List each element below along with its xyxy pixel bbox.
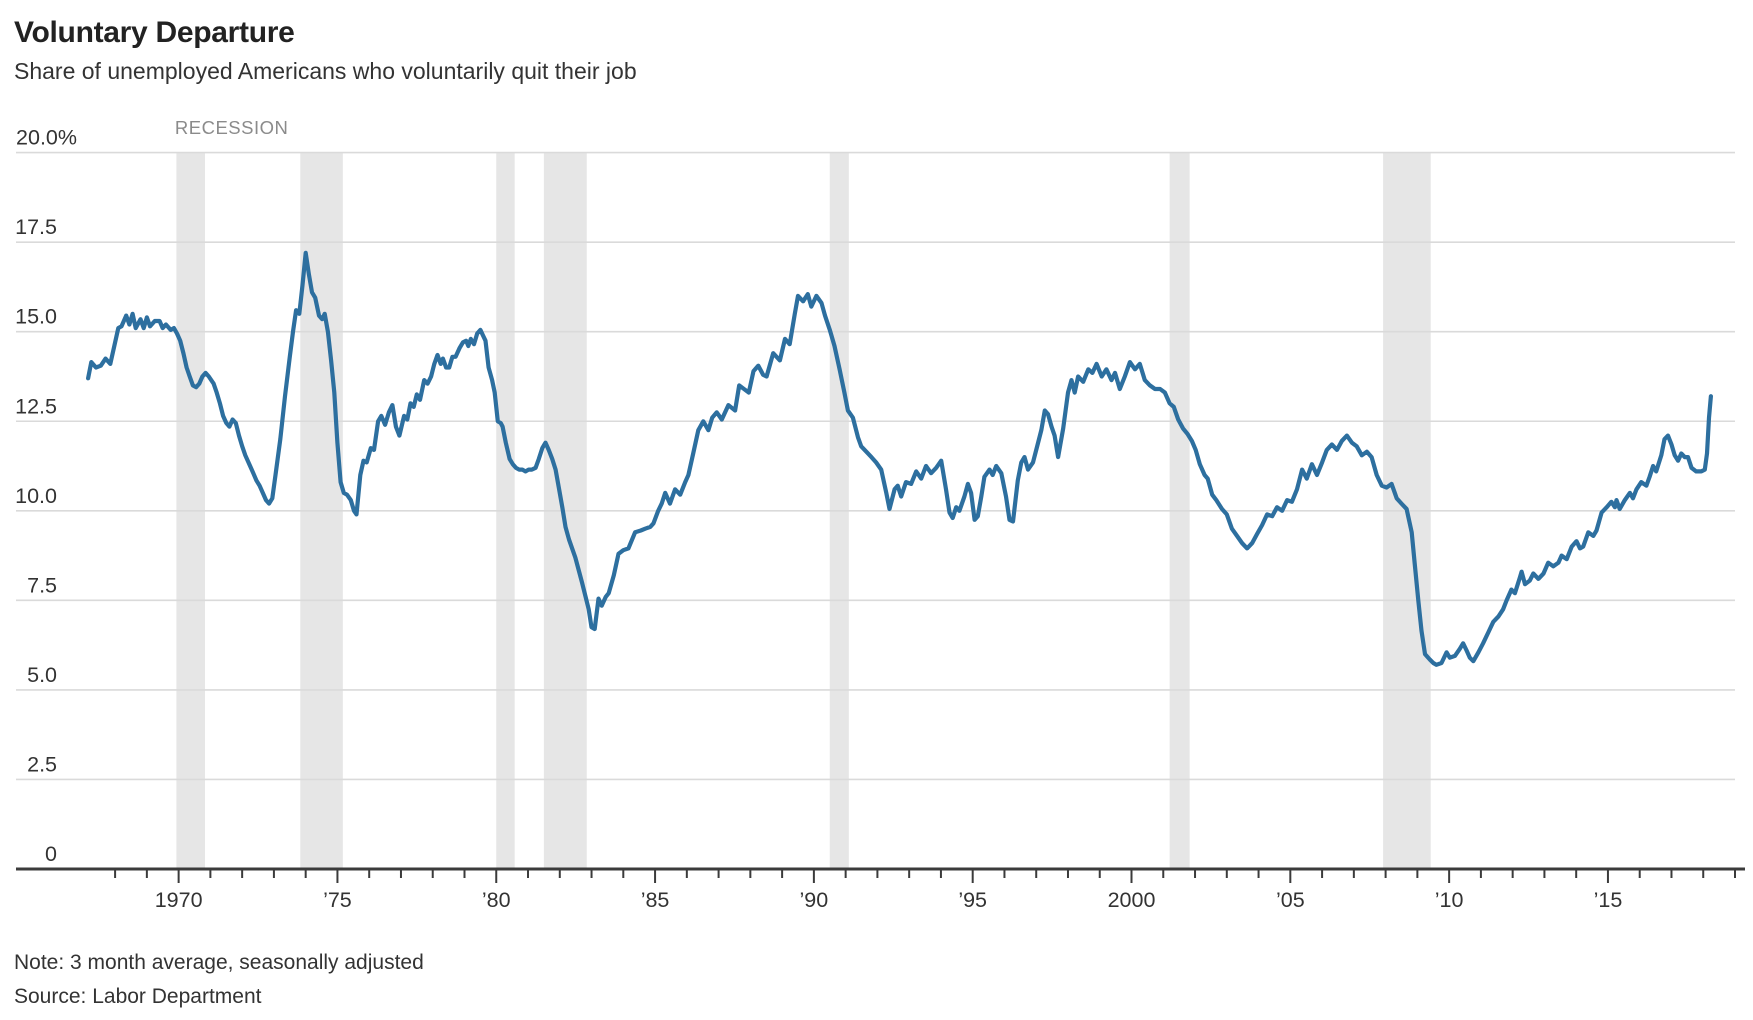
- y-tick-label: 20.0%: [16, 126, 77, 150]
- y-tick-label: 0: [45, 842, 57, 866]
- gridlines: [16, 151, 1735, 781]
- y-tick-label: 17.5: [15, 215, 57, 239]
- x-axis: [16, 867, 1745, 883]
- y-axis-labels: 20.0% 17.5 15.0 12.5 10.0 7.5 5.0 2.5 0: [15, 126, 77, 866]
- chart-note: Note: 3 month average, seasonally adjust…: [14, 951, 424, 974]
- y-tick-label: 5.0: [27, 663, 57, 687]
- data-series: [86, 250, 1713, 667]
- x-tick-label: 1970: [155, 888, 203, 912]
- y-tick-label: 12.5: [15, 394, 57, 418]
- chart-footer: Note: 3 month average, seasonally adjust…: [14, 946, 424, 1014]
- y-tick-label: 15.0: [15, 305, 57, 329]
- x-axis-labels: 1970 ’75 ’80 ’85 ’90 ’95 2000 ’05 ’10 ’15: [155, 888, 1623, 912]
- y-tick-label: 2.5: [27, 752, 57, 776]
- x-tick-label: ’80: [482, 888, 511, 912]
- x-tick-label: ’95: [958, 888, 987, 912]
- y-tick-label: 7.5: [27, 573, 57, 597]
- x-tick-label: ’05: [1276, 888, 1305, 912]
- recession-label: RECESSION: [175, 117, 288, 138]
- x-tick-label: ’85: [641, 888, 670, 912]
- x-tick-label: ’15: [1594, 888, 1623, 912]
- chart-subtitle: Share of unemployed Americans who volunt…: [14, 58, 637, 84]
- page-title: Voluntary Departure: [14, 16, 295, 49]
- x-tick-label: 2000: [1108, 888, 1156, 912]
- y-tick-label: 10.0: [15, 484, 57, 508]
- x-tick-label: ’90: [800, 888, 829, 912]
- quit-share-line: [86, 250, 1713, 667]
- chart-source: Source: Labor Department: [14, 985, 262, 1008]
- x-tick-label: ’75: [323, 888, 352, 912]
- x-tick-label: ’10: [1435, 888, 1464, 912]
